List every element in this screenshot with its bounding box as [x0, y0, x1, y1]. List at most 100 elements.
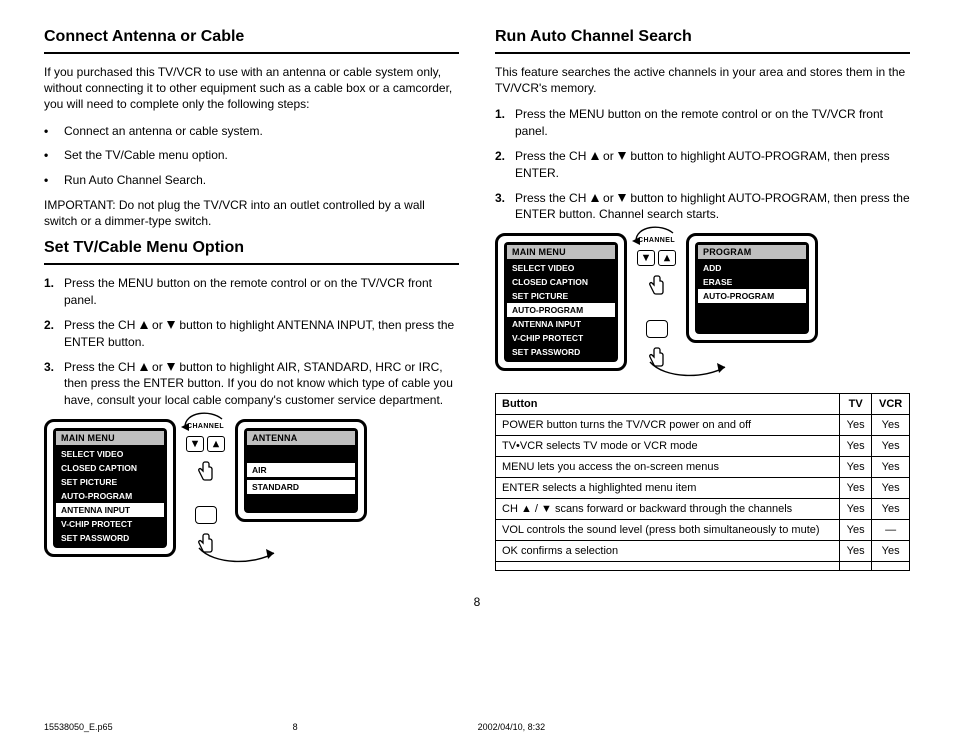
channel-down-button[interactable] — [637, 250, 655, 266]
td-function: TV•VCR selects TV mode or VCR mode — [496, 436, 840, 457]
slash: or — [152, 360, 166, 374]
bullet-text: Set the TV/Cable menu option. — [64, 147, 459, 164]
screen-content: MAIN MENU SELECT VIDEOCLOSED CAPTIONSET … — [504, 242, 618, 362]
bullet: • Set the TV/Cable menu option. — [44, 147, 459, 164]
up-triangle-icon — [663, 254, 671, 262]
td-vcr — [872, 562, 910, 571]
table-row: POWER button turns the TV/VCR power on a… — [496, 415, 910, 436]
th-button: Button — [496, 394, 840, 415]
osd-item: SELECT VIDEO — [507, 261, 615, 275]
slash: or — [152, 318, 166, 332]
table-row: ENTER selects a highlighted menu itemYes… — [496, 478, 910, 499]
td-vcr: Yes — [872, 457, 910, 478]
osd-item: SET PASSWORD — [507, 345, 615, 359]
td-tv: Yes — [840, 499, 872, 520]
curved-arrow-bottom-icon — [645, 357, 735, 383]
function-table: Button TV VCR POWER button turns the TV/… — [495, 393, 910, 571]
screen-content: ANTENNA AIR STANDARD — [244, 428, 358, 513]
td-vcr: Yes — [872, 436, 910, 457]
osd-item: SET PICTURE — [507, 289, 615, 303]
osd-item: V-CHIP PROTECT — [507, 331, 615, 345]
td-function: VOL controls the sound level (press both… — [496, 520, 840, 541]
td-vcr: Yes — [872, 415, 910, 436]
steps-autoprogram: 1. Press the MENU button on the remote c… — [495, 106, 910, 223]
tv-screen-main-menu: MAIN MENU SELECT VIDEOCLOSED CAPTIONSET … — [44, 419, 176, 557]
slash: or — [603, 149, 617, 163]
osd-item: AUTO-PROGRAM — [698, 289, 806, 303]
right-column: Run Auto Channel Search This feature sea… — [495, 28, 910, 571]
rule — [495, 52, 910, 54]
td-tv: Yes — [840, 436, 872, 457]
curved-arrow-top-icon — [180, 407, 230, 431]
td-vcr: Yes — [872, 478, 910, 499]
osd-item: V-CHIP PROTECT — [56, 517, 164, 531]
footer-timestamp: 2002/04/10, 8:32 — [478, 722, 546, 732]
slash: or — [603, 191, 617, 205]
pointing-hand-icon — [646, 274, 668, 298]
footer-page: 8 — [293, 722, 298, 732]
intro-para-right: This feature searches the active channel… — [495, 64, 910, 96]
td-tv — [840, 562, 872, 571]
osd-item: AUTO-PROGRAM — [56, 489, 164, 503]
channel-arrow-buttons — [186, 436, 225, 452]
osd-illustration-left: MAIN MENU SELECT VIDEOCLOSED CAPTIONSET … — [44, 419, 459, 557]
rule — [44, 263, 459, 265]
osd-item: ERASE — [698, 275, 806, 289]
osd-item: AUTO-PROGRAM — [507, 303, 615, 317]
screen-content: MAIN MENU SELECT VIDEOCLOSED CAPTIONSET … — [53, 428, 167, 548]
channel-up-button[interactable] — [658, 250, 676, 266]
osd-item: ADD — [698, 261, 806, 275]
bullet-marker: • — [44, 172, 64, 189]
td-function: MENU lets you access the on-screen menus — [496, 457, 840, 478]
up-triangle-icon — [139, 320, 149, 330]
td-tv: Yes — [840, 415, 872, 436]
td-function: ENTER selects a highlighted menu item — [496, 478, 840, 499]
td-function: CH ▲ / ▼ scans forward or backward throu… — [496, 499, 840, 520]
table-row: MENU lets you access the on-screen menus… — [496, 457, 910, 478]
down-triangle-icon — [166, 362, 176, 372]
enter-button[interactable] — [195, 506, 217, 524]
step-prefix: Press the CH — [515, 191, 590, 205]
osd-illustration-right: MAIN MENU SELECT VIDEOCLOSED CAPTIONSET … — [495, 233, 910, 371]
osd-item: SET PASSWORD — [56, 531, 164, 545]
step-text: Press the CH or button to highlight ANTE… — [64, 317, 459, 351]
intro-para: If you purchased this TV/VCR to use with… — [44, 64, 459, 113]
osd-item: CLOSED CAPTION — [56, 461, 164, 475]
td-tv: Yes — [840, 541, 872, 562]
pointing-hand-icon — [195, 460, 217, 484]
td-tv: Yes — [840, 478, 872, 499]
step-prefix: Press the CH — [515, 149, 590, 163]
table-row: OK confirms a selectionYesYes — [496, 541, 910, 562]
table-body: POWER button turns the TV/VCR power on a… — [496, 415, 910, 571]
channel-down-button[interactable] — [186, 436, 204, 452]
td-vcr: Yes — [872, 541, 910, 562]
curved-arrow-bottom-icon — [194, 543, 284, 569]
bullet-text: Run Auto Channel Search. — [64, 172, 459, 189]
osd-item: ANTENNA INPUT — [507, 317, 615, 331]
screen-content: PROGRAM ADDERASEAUTO-PROGRAM — [695, 242, 809, 334]
step-prefix: Press the CH — [64, 360, 139, 374]
osd-subtitle: PROGRAM — [698, 245, 806, 259]
step: 2. Press the CH or button to highlight A… — [495, 148, 910, 182]
up-triangle-icon — [590, 193, 600, 203]
td-tv: Yes — [840, 520, 872, 541]
table-row: CH ▲ / ▼ scans forward or backward throu… — [496, 499, 910, 520]
osd-subtitle: ANTENNA — [247, 431, 355, 445]
bullet-text: Connect an antenna or cable system. — [64, 123, 459, 140]
step-number: 3. — [44, 359, 64, 409]
right-heading-1: Run Auto Channel Search — [495, 28, 910, 46]
tv-screen-program-submenu: PROGRAM ADDERASEAUTO-PROGRAM — [686, 233, 818, 343]
enter-button[interactable] — [646, 320, 668, 338]
channel-up-button[interactable] — [207, 436, 225, 452]
table-row: VOL controls the sound level (press both… — [496, 520, 910, 541]
left-heading-1: Connect Antenna or Cable — [44, 28, 459, 46]
td-function: POWER button turns the TV/VCR power on a… — [496, 415, 840, 436]
step-text: Press the MENU button on the remote cont… — [515, 106, 910, 140]
osd-title: MAIN MENU — [56, 431, 164, 445]
td-tv: Yes — [840, 457, 872, 478]
osd-list: SELECT VIDEOCLOSED CAPTIONSET PICTUREAUT… — [507, 261, 615, 359]
step: 1. Press the MENU button on the remote c… — [44, 275, 459, 309]
down-triangle-icon — [191, 440, 199, 448]
steps-antenna: 1. Press the MENU button on the remote c… — [44, 275, 459, 409]
step: 3. Press the CH or button to highlight A… — [44, 359, 459, 409]
